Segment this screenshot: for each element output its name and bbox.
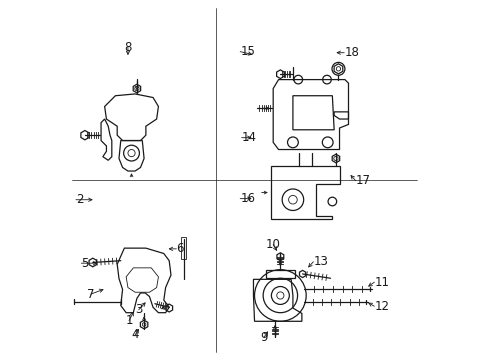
Text: 9: 9 [260,330,267,343]
Text: 13: 13 [313,255,327,268]
Text: 11: 11 [373,276,388,289]
Text: 15: 15 [240,45,255,58]
Text: 18: 18 [344,46,358,59]
Text: 8: 8 [124,41,131,54]
Text: 14: 14 [241,131,256,144]
Text: 3: 3 [135,303,142,316]
Text: 17: 17 [355,174,370,187]
Text: 5: 5 [81,257,88,270]
Text: 1: 1 [125,314,133,327]
Text: 4: 4 [131,328,139,341]
Text: 12: 12 [373,300,388,313]
Text: 7: 7 [87,288,95,301]
Text: 2: 2 [76,193,83,206]
Text: 10: 10 [265,238,280,251]
Bar [181,237,185,259]
Text: 6: 6 [176,242,183,255]
Text: 16: 16 [240,192,255,205]
